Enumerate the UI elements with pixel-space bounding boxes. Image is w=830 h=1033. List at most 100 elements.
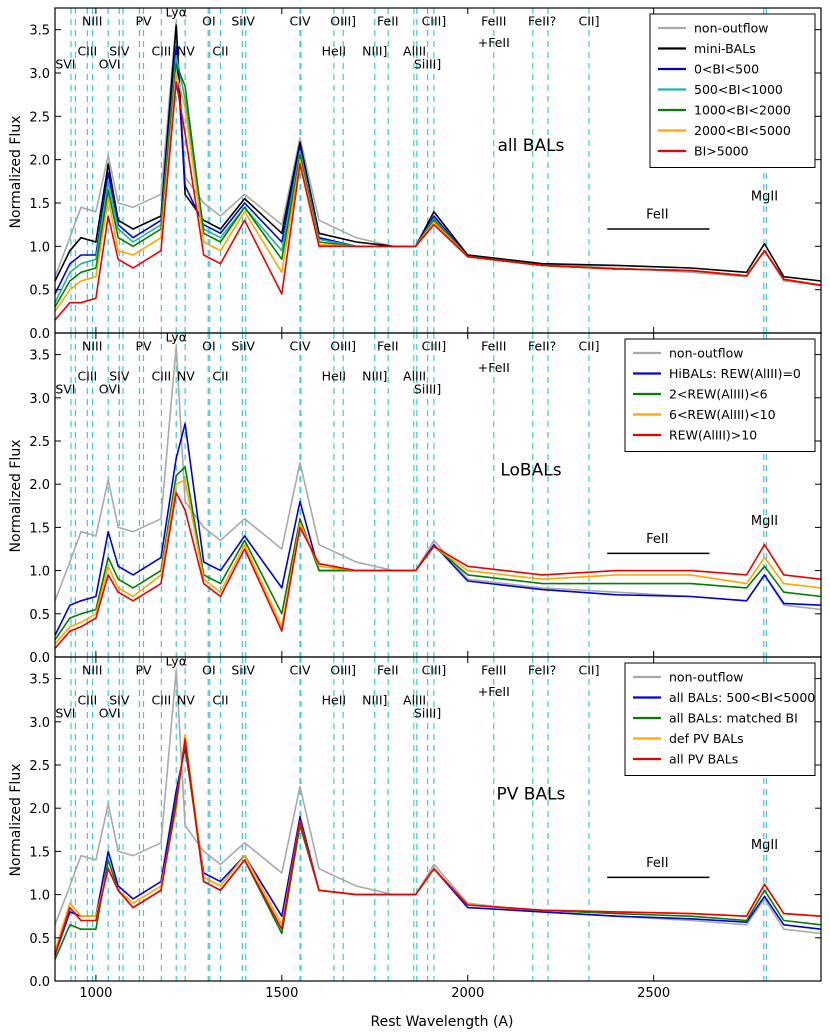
line-id-label: FeII: [377, 338, 399, 353]
y-tick-label: 0.5: [29, 608, 50, 623]
legend-label: 1000<BI<2000: [694, 103, 791, 118]
annotation-label: FeII: [646, 532, 668, 547]
y-tick-label: 3.5: [29, 24, 50, 39]
annotation-label: MgII: [751, 838, 778, 853]
line-id-label: CII]: [578, 13, 599, 28]
line-id-label: CII: [212, 369, 228, 384]
line-id-label: NV: [177, 369, 195, 384]
legend-label: non-outflow: [694, 21, 768, 36]
panel-pv-bals: 1000 1500 2000 2500 0.0 0.5 1.0 1.5 2.0 2.5 3.0 3.5…: [29, 654, 822, 1001]
y-tick-label: 3.0: [29, 392, 50, 407]
annotation-label: MgII: [751, 514, 778, 529]
line-id-label: OIII]: [330, 662, 356, 677]
panel-all-bals: 0.00.51.01.52.02.53.03.5SVINIIICIIIOVISI…: [29, 5, 822, 342]
line-id-label: +FeII: [478, 360, 510, 375]
line-id-label: SiIII]: [414, 57, 441, 72]
line-id-label: +FeII: [478, 684, 510, 699]
y-tick-label: 1.5: [29, 845, 50, 860]
y-axis-label-middle: Normalized Flux: [8, 440, 24, 553]
line-id-label: NIII]: [362, 369, 387, 384]
line-id-label: HeII: [322, 369, 346, 384]
line-id-label: SIV: [109, 369, 130, 384]
line-id-label: NIII]: [362, 44, 387, 59]
line-id-label: PV: [135, 13, 152, 28]
panel-title: all BALs: [498, 136, 565, 156]
line-id-label: OI: [202, 662, 216, 677]
legend-box: [649, 13, 816, 168]
legend-box: [624, 662, 816, 776]
series-line: [54, 345, 822, 611]
y-tick-label: 1.0: [29, 565, 50, 580]
series-line: [54, 466, 822, 641]
legend-label: all BALs: 500<BI<5000: [669, 690, 815, 705]
legend-label: 0<BI<500: [694, 62, 759, 77]
y-axis-label-top: Normalized Flux: [8, 116, 24, 229]
y-tick-label: 2.5: [29, 110, 50, 125]
y-tick-label: 3.5: [29, 349, 50, 364]
x-tick-label: 2500: [637, 986, 670, 1001]
legend-label: non-outflow: [669, 670, 743, 685]
line-id-label: NV: [177, 693, 195, 708]
line-id-label: OI: [202, 13, 216, 28]
line-id-label: OI: [202, 338, 216, 353]
line-id-label: CIII: [151, 693, 171, 708]
legend-label: BI>5000: [694, 144, 749, 159]
line-id-label: NIII: [82, 338, 102, 353]
y-tick-label: 3.0: [29, 716, 50, 731]
y-tick-label: 2.0: [29, 802, 50, 817]
line-id-label: FeIII: [481, 13, 506, 28]
x-tick-label: 2000: [451, 986, 484, 1001]
legend-label: 2<REW(AlIII)<6: [669, 387, 768, 402]
line-id-label: FeII: [377, 13, 399, 28]
legend-label: all BALs: matched BI: [669, 711, 798, 726]
line-id-label: AlIII: [403, 693, 426, 708]
line-id-label: AlIII: [403, 369, 426, 384]
line-id-label: NV: [177, 44, 195, 59]
line-id-label: FeIII: [481, 662, 506, 677]
y-tick-label: 2.0: [29, 478, 50, 493]
line-id-label: +FeII: [478, 35, 510, 50]
line-id-label: PV: [135, 662, 152, 677]
legend-label: HiBALs: REW(AlIII)=0: [669, 366, 801, 381]
line-id-label: FeIII: [481, 338, 506, 353]
series-line: [54, 422, 822, 636]
y-tick-label: 0.5: [29, 284, 50, 299]
line-id-label: OIII]: [330, 13, 356, 28]
legend-label: all PV BALs: [669, 752, 738, 767]
line-id-label: NIII: [82, 662, 102, 677]
annotation-label: MgII: [751, 189, 778, 204]
line-id-label: CIII]: [422, 662, 447, 677]
series-line: [54, 80, 822, 321]
line-id-label: CII: [212, 44, 228, 59]
panel-lobals: 0.00.51.01.52.02.53.03.5SVINIIICIIIOVISI…: [29, 330, 822, 666]
line-id-label: CIII: [77, 369, 97, 384]
line-id-label: OVI: [99, 705, 121, 720]
x-tick-label: 1000: [79, 986, 112, 1001]
series-line: [54, 738, 822, 956]
y-tick-label: 0.0: [29, 651, 50, 666]
line-id-label: OVI: [99, 381, 121, 396]
y-tick-label: 3.0: [29, 67, 50, 82]
legend-label: 2000<BI<5000: [694, 123, 791, 138]
line-id-label: SiIV: [231, 338, 255, 353]
series-line: [54, 669, 822, 935]
line-id-label: SVI: [55, 381, 75, 396]
line-id-label: HeII: [322, 693, 346, 708]
line-id-label: SVI: [55, 57, 75, 72]
line-id-label: CIII: [151, 44, 171, 59]
line-id-label: CIII: [77, 693, 97, 708]
series-line: [54, 491, 822, 649]
y-tick-label: 3.5: [29, 673, 50, 688]
series-line: [54, 746, 822, 956]
y-tick-label: 2.5: [29, 435, 50, 450]
annotation-label: FeII: [646, 856, 668, 871]
x-tick-label: 1500: [265, 986, 298, 1001]
series-line: [54, 24, 822, 282]
x-axis-label: Rest Wavelength (A): [371, 1014, 514, 1030]
line-id-label: PV: [135, 338, 152, 353]
line-id-label: AlIII: [403, 44, 426, 59]
line-id-label: CII]: [578, 662, 599, 677]
line-id-label: CII]: [578, 338, 599, 353]
line-id-label: NIII: [82, 13, 102, 28]
y-tick-label: 0.0: [29, 327, 50, 342]
